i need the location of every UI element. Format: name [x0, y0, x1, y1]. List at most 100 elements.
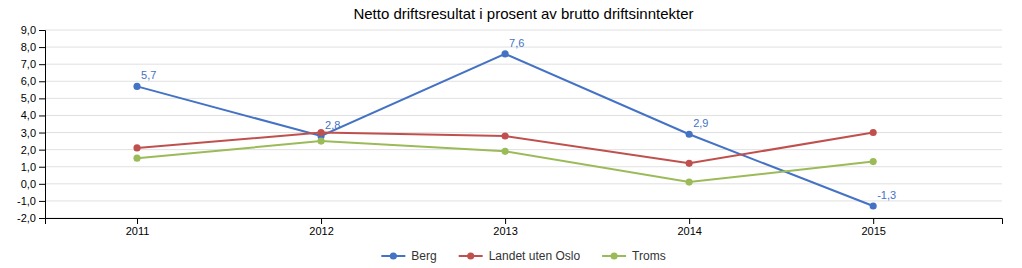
data-point — [133, 144, 140, 151]
data-point — [133, 155, 140, 162]
tick-mark — [39, 218, 45, 219]
data-point — [870, 129, 877, 136]
x-axis: 2011 2012 2013 2014 2015 — [46, 218, 1003, 237]
data-labels: 5,7 2,8 7,6 2,9 -1,3 — [141, 37, 896, 201]
data-point — [686, 160, 693, 167]
legend-label: Troms — [632, 249, 666, 263]
tick-label: 7,0 — [21, 58, 36, 70]
legend-marker — [611, 252, 618, 259]
grid-line — [45, 30, 1002, 31]
data-point — [686, 131, 693, 138]
data-point — [870, 202, 877, 209]
plot-area — [133, 50, 876, 209]
chart: Netto driftsresultat i prosent av brutto… — [0, 0, 1022, 268]
y-axis: -2,0 -1,0 0,0 1,0 2,0 3,0 4,0 5,0 6,0 7,0 8,0 9,0 — [17, 24, 45, 224]
tick-mark — [39, 115, 45, 116]
tick: 2,0 — [21, 144, 45, 156]
axis-line — [39, 31, 46, 219]
tick-label: 2012 — [309, 225, 333, 237]
tick-mark — [39, 150, 45, 151]
tick: 2012 — [309, 218, 333, 237]
tick-mark — [39, 30, 45, 31]
grid-line — [45, 115, 1002, 116]
tick-mark — [321, 218, 322, 224]
tick-label: 6,0 — [21, 75, 36, 87]
data-point — [686, 179, 693, 186]
tick: 1,0 — [21, 161, 45, 173]
tick-label: 3,0 — [21, 127, 36, 139]
tick: 9,0 — [21, 24, 45, 36]
tick: -2,0 — [17, 212, 45, 224]
legend-item: Landet uten Oslo — [459, 249, 581, 263]
tick-label: 0,0 — [21, 178, 36, 190]
data-point — [133, 83, 140, 90]
data-point — [317, 129, 324, 136]
tick-label: 2013 — [493, 225, 517, 237]
grid-line — [45, 64, 1002, 65]
tick-label: -1,0 — [17, 195, 36, 207]
tick-mark — [39, 201, 45, 202]
axis-line — [46, 219, 1003, 225]
legend-item: Berg — [381, 249, 436, 263]
tick-label: 2015 — [861, 225, 885, 237]
grid-line — [45, 81, 1002, 82]
tick-label: 9,0 — [21, 24, 36, 36]
tick-mark — [505, 218, 506, 224]
tick-label: 2014 — [677, 225, 701, 237]
grid-line — [45, 183, 1002, 184]
legend-item: Troms — [602, 249, 666, 263]
tick: 5,0 — [21, 92, 45, 104]
data-label: -1,3 — [877, 189, 896, 201]
tick: 4,0 — [21, 109, 45, 121]
tick: 2014 — [677, 218, 701, 237]
legend-label: Berg — [411, 249, 436, 263]
tick-mark — [39, 133, 45, 134]
data-point — [317, 138, 324, 145]
data-point — [502, 50, 509, 57]
tick-label: 1,0 — [21, 161, 36, 173]
tick: 6,0 — [21, 75, 45, 87]
legend-marker — [390, 252, 397, 259]
grid-line — [45, 149, 1002, 150]
legend-marker — [467, 252, 474, 259]
tick-mark — [689, 218, 690, 224]
legend: Berg Landet uten Oslo Troms — [381, 249, 665, 263]
data-label: 2,8 — [325, 119, 340, 131]
grid-line — [45, 132, 1002, 133]
grid-line — [45, 166, 1002, 167]
tick: 8,0 — [21, 41, 45, 53]
data-label: 5,7 — [141, 69, 156, 81]
data-point — [502, 148, 509, 155]
series-line — [137, 141, 873, 182]
tick: 2015 — [861, 218, 885, 237]
tick-label: 5,0 — [21, 92, 36, 104]
tick-label: 2011 — [126, 225, 150, 237]
tick: 7,0 — [21, 58, 45, 70]
tick-mark — [39, 167, 45, 168]
data-point — [502, 132, 509, 139]
tick-mark — [39, 64, 45, 65]
tick-label: 4,0 — [21, 109, 36, 121]
title: Netto driftsresultat i prosent av brutto… — [353, 5, 693, 22]
tick-label: 2,0 — [21, 144, 36, 156]
series-line — [137, 54, 873, 206]
tick-mark — [39, 81, 45, 82]
data-label: 2,9 — [693, 117, 708, 129]
tick-mark — [873, 218, 874, 224]
tick: -1,0 — [17, 195, 45, 207]
tick-mark — [39, 98, 45, 99]
legend-label: Landet uten Oslo — [489, 249, 581, 263]
tick: 3,0 — [21, 127, 45, 139]
tick-label: 8,0 — [21, 41, 36, 53]
data-label: 7,6 — [509, 37, 524, 49]
tick-mark — [137, 218, 138, 224]
tick-mark — [39, 184, 45, 185]
grid — [45, 30, 1002, 218]
tick: 2011 — [126, 218, 150, 237]
tick-mark — [39, 47, 45, 48]
grid-line — [45, 98, 1002, 99]
tick-label: -2,0 — [17, 212, 36, 224]
tick: 0,0 — [21, 178, 45, 190]
tick: 2013 — [493, 218, 517, 237]
data-point — [870, 158, 877, 165]
